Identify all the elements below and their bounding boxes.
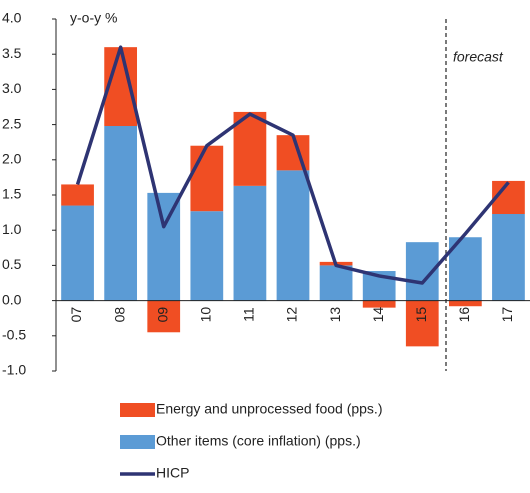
bar	[147, 192, 181, 301]
legend-swatch	[120, 435, 155, 449]
x-tick-label: 14	[370, 307, 386, 323]
legend-label: Other items (core inflation) (pps.)	[156, 433, 361, 449]
x-tick-label: 07	[68, 307, 84, 323]
y-tick-label: -1.0	[2, 362, 26, 378]
x-tick-label: 12	[284, 307, 300, 323]
y-tick-label: 0.0	[2, 291, 22, 307]
bar	[147, 300, 181, 333]
bar	[362, 300, 396, 308]
bar	[276, 170, 310, 301]
x-tick-label: 16	[456, 307, 472, 323]
y-tick-label: 4.0	[2, 10, 22, 26]
x-tick-label: 08	[111, 307, 127, 323]
y-tick-label: 1.0	[2, 221, 22, 237]
y-axis-label: y-o-y %	[70, 10, 117, 26]
line	[75, 45, 510, 285]
y-tick-label: 0.5	[2, 256, 22, 272]
legend-label: Energy and unprocessed food (pps.)	[156, 401, 382, 417]
y-tick-label: 3.0	[2, 80, 22, 96]
x-tick-label: 11	[241, 307, 257, 322]
y-tick-label: -0.5	[2, 327, 26, 343]
y-tick-label: 1.5	[2, 186, 22, 202]
bar	[448, 300, 482, 307]
x-tick-label: 13	[327, 307, 343, 323]
y-tick-label: 3.5	[2, 45, 22, 61]
x-tick-label: 17	[499, 307, 515, 323]
bar	[233, 185, 267, 301]
bar	[492, 214, 525, 301]
legend-label: HICP	[156, 465, 189, 481]
y-tick-label: 2.5	[2, 115, 22, 131]
bar	[233, 111, 267, 186]
bar	[319, 265, 353, 301]
x-tick-label: 09	[154, 307, 170, 323]
bar	[61, 184, 94, 206]
bar	[190, 145, 224, 212]
bar	[190, 211, 224, 301]
bar	[405, 300, 439, 347]
legend-swatch	[120, 403, 155, 417]
x-tick-label: 10	[198, 307, 214, 323]
bar	[104, 126, 138, 301]
bar	[61, 205, 94, 301]
y-tick-label: 2.0	[2, 151, 22, 167]
x-tick-label: 15	[413, 307, 429, 323]
annotation: forecast	[453, 49, 504, 65]
